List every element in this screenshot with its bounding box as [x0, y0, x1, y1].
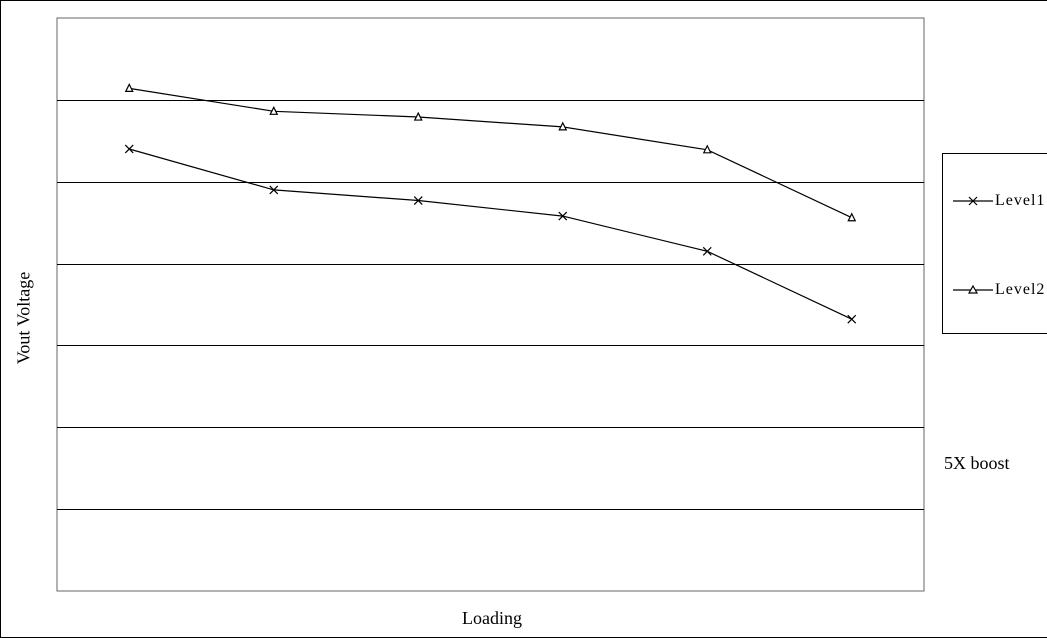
- legend-item-level1: Level1: [943, 191, 1045, 211]
- legend-label-level2: Level2: [995, 281, 1046, 298]
- plot-area: [56, 17, 925, 592]
- x-axis-label: Loading: [462, 608, 522, 628]
- data-point-level1-5: [702, 246, 712, 256]
- legend-item-level2: Level2: [943, 280, 1045, 300]
- data-point-level2-4: [558, 121, 568, 131]
- data-point-level1-1: [124, 144, 134, 154]
- data-point-level2-6: [847, 212, 857, 222]
- y-axis-label: Vout Voltage: [13, 271, 34, 365]
- series-line-level1: [129, 148, 853, 320]
- series-line-level2: [129, 87, 853, 219]
- legend-swatch-level2: [953, 284, 993, 294]
- legend-label-level1: Level1: [995, 192, 1046, 209]
- data-point-level2-2: [269, 105, 279, 115]
- legend-swatch-level1: [953, 196, 993, 206]
- data-point-level2-3: [413, 111, 423, 121]
- chart-annotation: 5X boost: [944, 453, 1010, 473]
- data-point-level2-1: [124, 83, 134, 92]
- data-point-level1-3: [413, 196, 423, 205]
- legend: Level1 Level2: [942, 153, 1047, 334]
- data-point-level1-6: [847, 314, 857, 324]
- data-point-level1-4: [558, 211, 568, 221]
- data-point-level1-2: [269, 185, 279, 195]
- data-point-level2-5: [702, 144, 712, 154]
